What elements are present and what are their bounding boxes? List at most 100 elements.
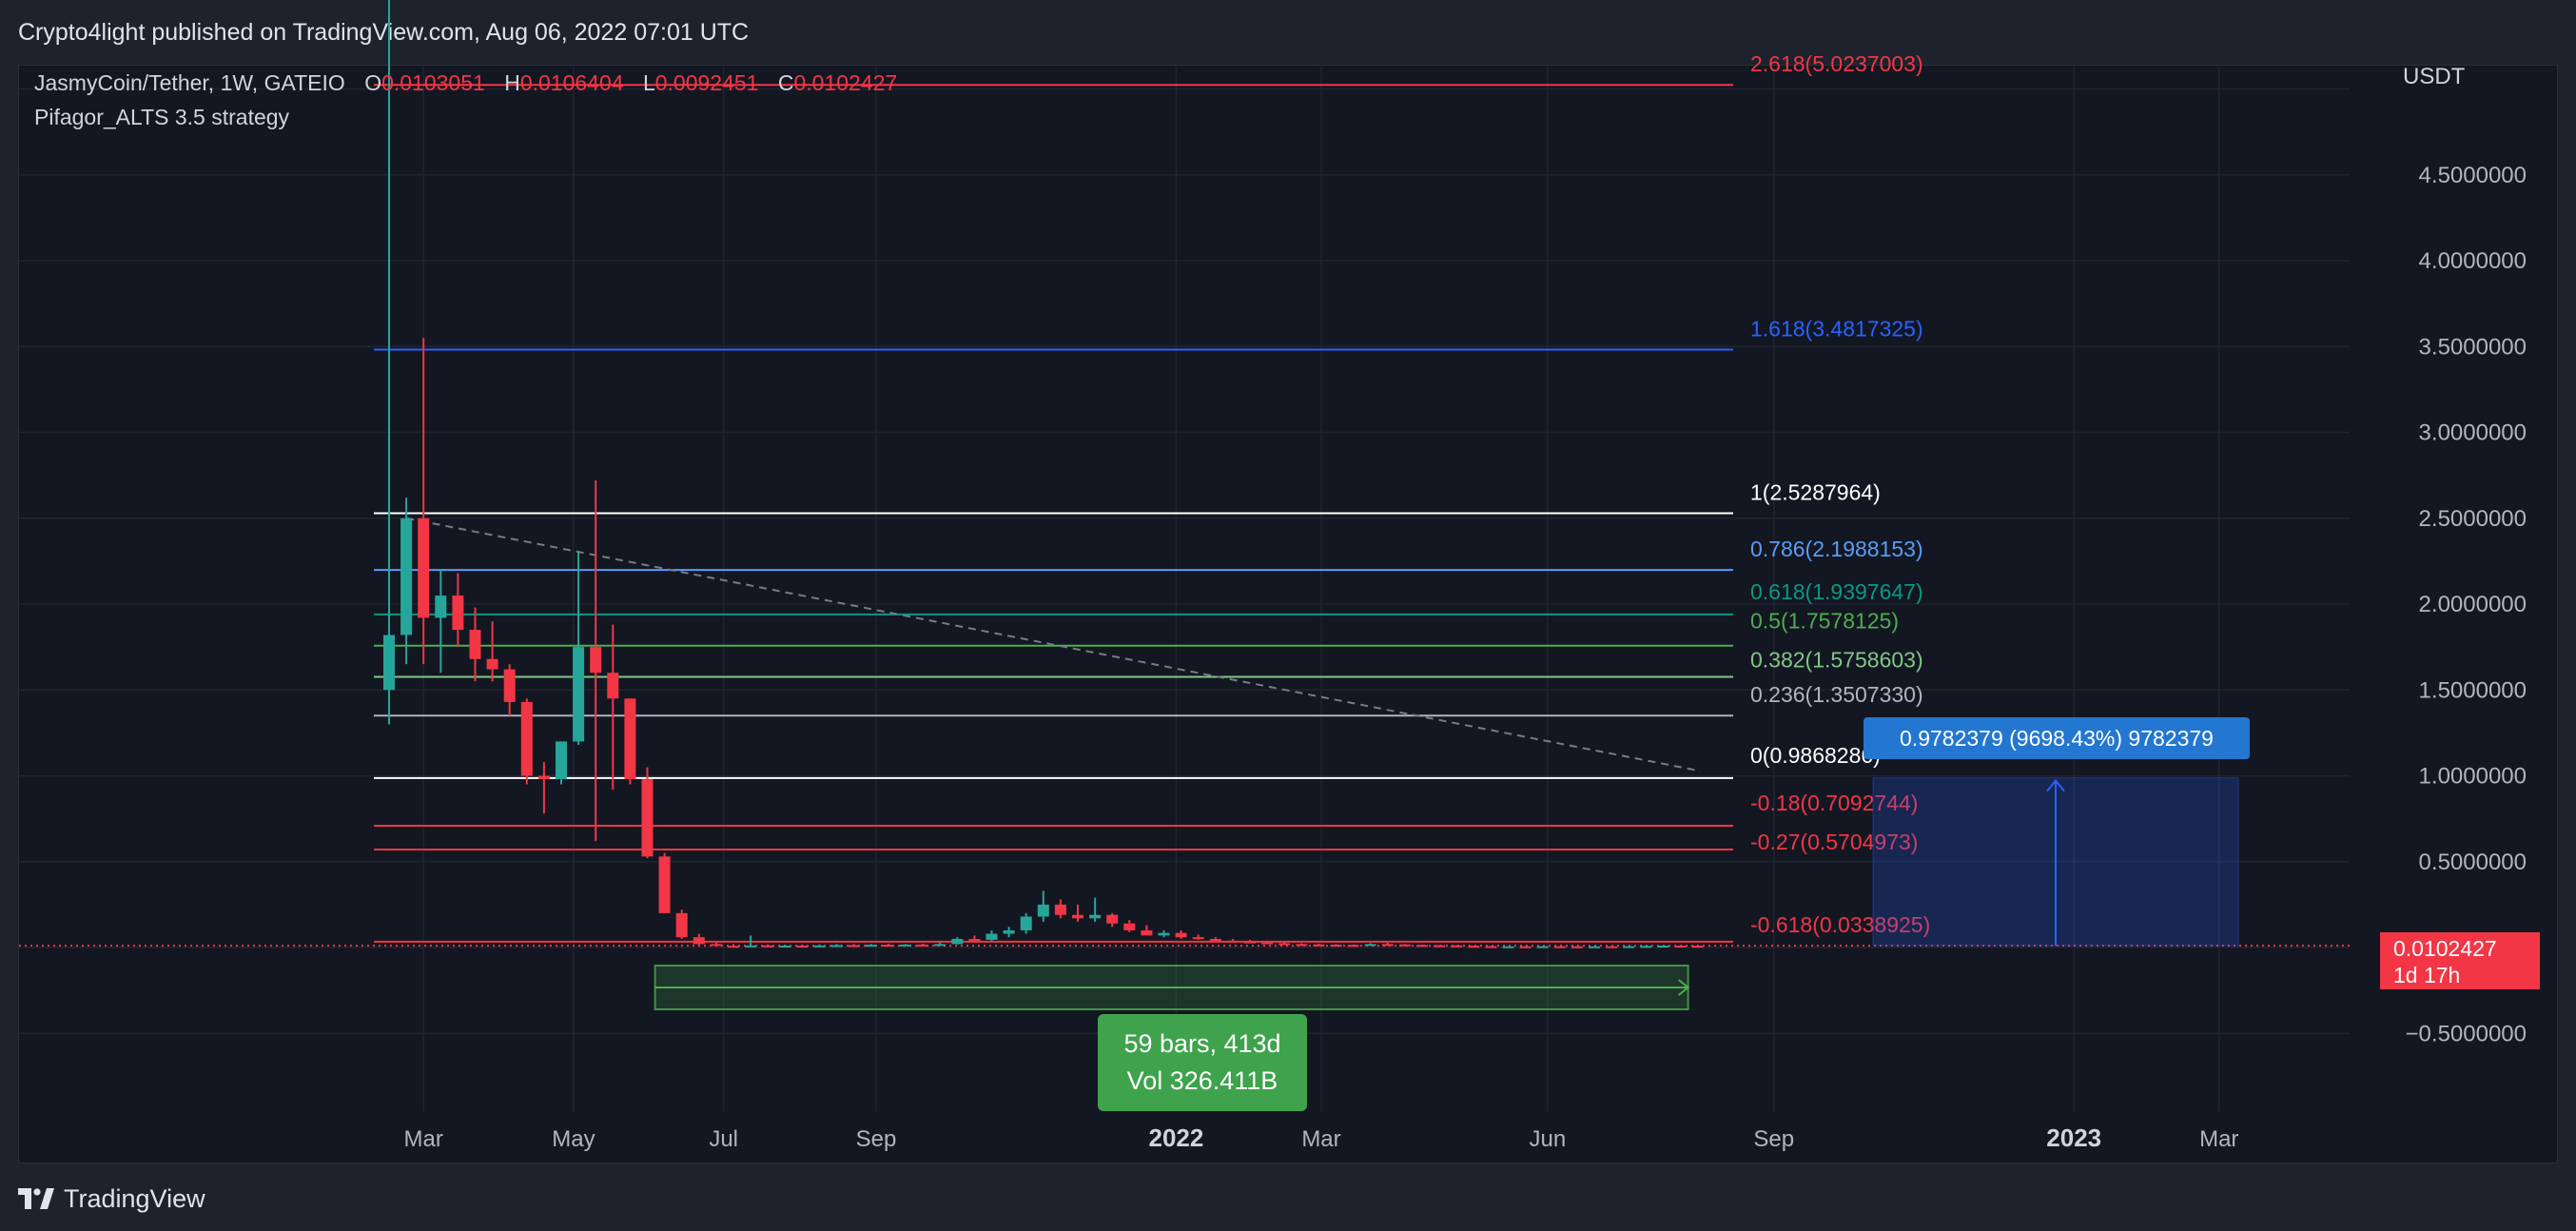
time-axis: Mar May Jul Sep 2022 Mar Jun Sep 2023 Mar <box>404 1124 2239 1152</box>
tradingview-brand[interactable]: TradingView <box>64 1183 205 1213</box>
candle-body <box>400 518 413 635</box>
candle-body <box>745 945 757 948</box>
candle-body <box>1536 946 1549 948</box>
candle-body <box>1571 946 1583 948</box>
candle-body <box>452 595 464 631</box>
candle-body <box>486 658 498 670</box>
fib-level-label: 0.236(1.3507330) <box>1750 682 1923 707</box>
candle <box>934 942 946 947</box>
footer[interactable]: TradingView <box>18 1180 205 1218</box>
candle <box>1640 946 1652 948</box>
candle-body <box>1278 943 1291 946</box>
candle <box>1123 920 1136 932</box>
candle <box>573 552 585 746</box>
price-tick-label: 4.5000000 <box>2419 163 2527 188</box>
candle <box>813 945 826 948</box>
candle-body <box>1330 945 1342 948</box>
candle-body <box>1485 946 1497 948</box>
time-tick-label: Sep <box>1753 1126 1794 1152</box>
candle <box>1536 946 1549 948</box>
candle <box>951 937 964 945</box>
strategy-name[interactable]: Pifagor_ALTS 3.5 strategy <box>34 105 290 129</box>
date-range-arrowhead <box>1677 979 1690 996</box>
candle <box>1072 904 1083 922</box>
time-tick-label: Jun <box>1530 1126 1567 1152</box>
candle-body <box>779 946 791 948</box>
candle-body <box>1054 904 1066 915</box>
measure-label[interactable]: 0.9782379 (9698.43%) 9782379 <box>1864 717 2250 759</box>
candle <box>1434 945 1446 948</box>
fib-level-label: 0.5(1.7578125) <box>1750 609 1899 634</box>
candle-body <box>1089 914 1102 919</box>
candle-body <box>710 944 722 947</box>
candle-body <box>1244 941 1256 944</box>
candle-body <box>520 701 533 776</box>
fib-level-label: 0.382(1.5758603) <box>1750 648 1923 673</box>
price-tick-label: 1.5000000 <box>2419 677 2527 703</box>
candle <box>882 944 894 948</box>
candle-body <box>1313 944 1325 947</box>
candle <box>1037 890 1049 922</box>
candle <box>796 945 809 948</box>
fib-level-label: 0(0.9868286) <box>1750 743 1881 768</box>
candle <box>435 569 447 674</box>
low-label: L <box>642 70 655 95</box>
symbol-legend[interactable]: JasmyCoin/Tether, 1W, GATEIO O0.0103051 … <box>34 70 897 96</box>
candle-body <box>917 944 929 947</box>
candle <box>917 944 929 947</box>
candle <box>1674 945 1687 948</box>
time-tick-label: May <box>552 1126 595 1152</box>
candle <box>1296 943 1308 947</box>
tradingview-logo-icon[interactable] <box>18 1188 54 1209</box>
high-value: 0.0106404 <box>519 70 624 95</box>
published-info: Crypto4light published on TradingView.co… <box>18 19 750 46</box>
candle-body <box>762 945 774 948</box>
candle-body <box>1106 914 1119 924</box>
candle <box>383 0 395 725</box>
candle-body <box>1416 945 1428 948</box>
candle <box>486 621 498 682</box>
fib-level-label: -0.18(0.7092744) <box>1750 791 1918 815</box>
candle <box>641 767 654 859</box>
candle <box>1244 939 1256 944</box>
date-range-label[interactable]: 59 bars, 413d Vol 326.411B <box>1098 1014 1307 1111</box>
candle <box>1589 946 1600 948</box>
candle-body <box>1398 944 1411 947</box>
candle-body <box>1296 944 1308 947</box>
candle <box>607 624 619 790</box>
candle-body <box>590 647 602 674</box>
candle <box>1330 944 1342 948</box>
candle <box>1502 946 1514 948</box>
candle <box>779 945 791 948</box>
candle-body <box>848 945 860 948</box>
trend-line <box>405 517 1701 772</box>
candle-body <box>968 938 981 941</box>
candle-body <box>986 933 998 940</box>
candle-body <box>1347 945 1359 948</box>
candle <box>1571 946 1583 948</box>
candle-body <box>658 856 671 913</box>
candle-body <box>1381 944 1394 947</box>
candle <box>848 944 860 948</box>
candle <box>728 944 739 948</box>
candle <box>865 944 877 948</box>
candle-body <box>1175 932 1187 938</box>
currency-label: USDT <box>2403 64 2466 89</box>
candle <box>520 698 533 785</box>
candle-body <box>1519 946 1532 948</box>
candle-body <box>1158 932 1170 936</box>
price-tick-label: 2.0000000 <box>2419 592 2527 617</box>
time-tick-label: Sep <box>856 1126 897 1152</box>
candle <box>1347 944 1359 948</box>
candle-body <box>1037 904 1049 917</box>
open-value: 0.0103051 <box>381 70 485 95</box>
candle-body <box>1640 946 1652 948</box>
candle <box>1261 940 1274 945</box>
symbol-name[interactable]: JasmyCoin/Tether, 1W, GATEIO <box>34 70 345 95</box>
candle <box>537 762 550 814</box>
candle-body <box>1502 946 1514 948</box>
grid-lines <box>19 67 2350 1111</box>
candle <box>1209 937 1221 942</box>
candle-body <box>1623 946 1635 948</box>
